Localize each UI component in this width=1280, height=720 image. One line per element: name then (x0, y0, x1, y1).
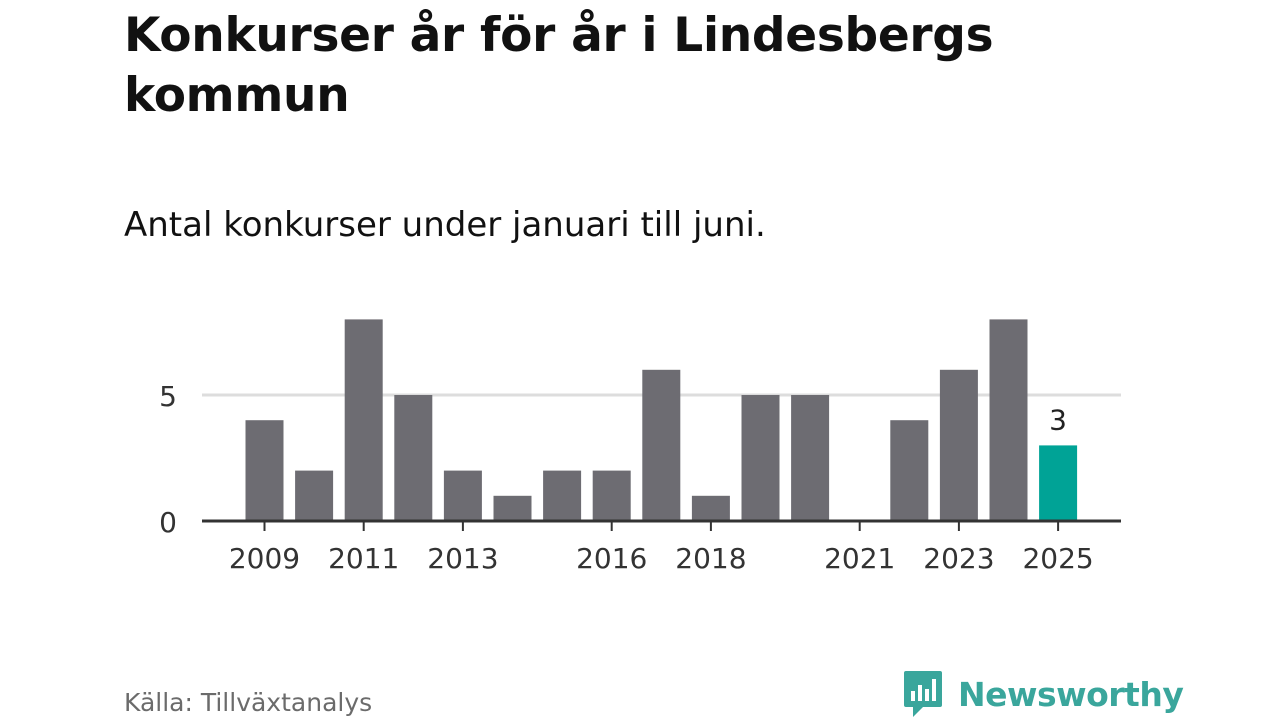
bar-2019 (741, 395, 780, 521)
x-tick-label-2023: 2023 (923, 542, 994, 575)
bar-2010 (295, 470, 334, 521)
x-tick-label-2018: 2018 (675, 542, 746, 575)
chart-subtitle: Antal konkurser under januari till juni. (124, 205, 766, 245)
bar-2015 (543, 470, 582, 521)
bar-2016 (592, 470, 631, 521)
newsworthy-logo: Newsworthy (903, 669, 1184, 719)
data-label-2025: 3 (1049, 403, 1067, 436)
x-tick-label-2025: 2025 (1022, 542, 1093, 575)
chart-bubble-icon (904, 671, 942, 717)
x-tick-label-2016: 2016 (576, 542, 647, 575)
brand-name: Newsworthy (958, 674, 1184, 714)
y-tick-label-0: 0 (159, 506, 177, 539)
x-tick-label-2013: 2013 (427, 542, 498, 575)
bar-2013 (443, 470, 482, 521)
bar-2020 (791, 395, 830, 521)
bar-2022 (890, 420, 929, 521)
x-tick-label-2021: 2021 (824, 542, 895, 575)
x-tick-label-2011: 2011 (328, 542, 399, 575)
x-tick-label-2009: 2009 (229, 542, 300, 575)
bar-2014 (493, 495, 532, 521)
bar-2017 (642, 369, 681, 521)
bar-2024 (989, 319, 1028, 521)
chart-title: Konkurser år för år i Lindesbergs kommun (124, 8, 994, 123)
y-tick-label-5: 5 (159, 380, 177, 413)
bar-2012 (394, 395, 433, 521)
bar-2025 (1039, 445, 1078, 521)
bar-2011 (344, 319, 383, 521)
bar-2009 (245, 420, 284, 521)
bar-2023 (939, 369, 978, 521)
source-note: Källa: Tillväxtanalys (124, 688, 373, 717)
bar-2018 (691, 495, 730, 521)
